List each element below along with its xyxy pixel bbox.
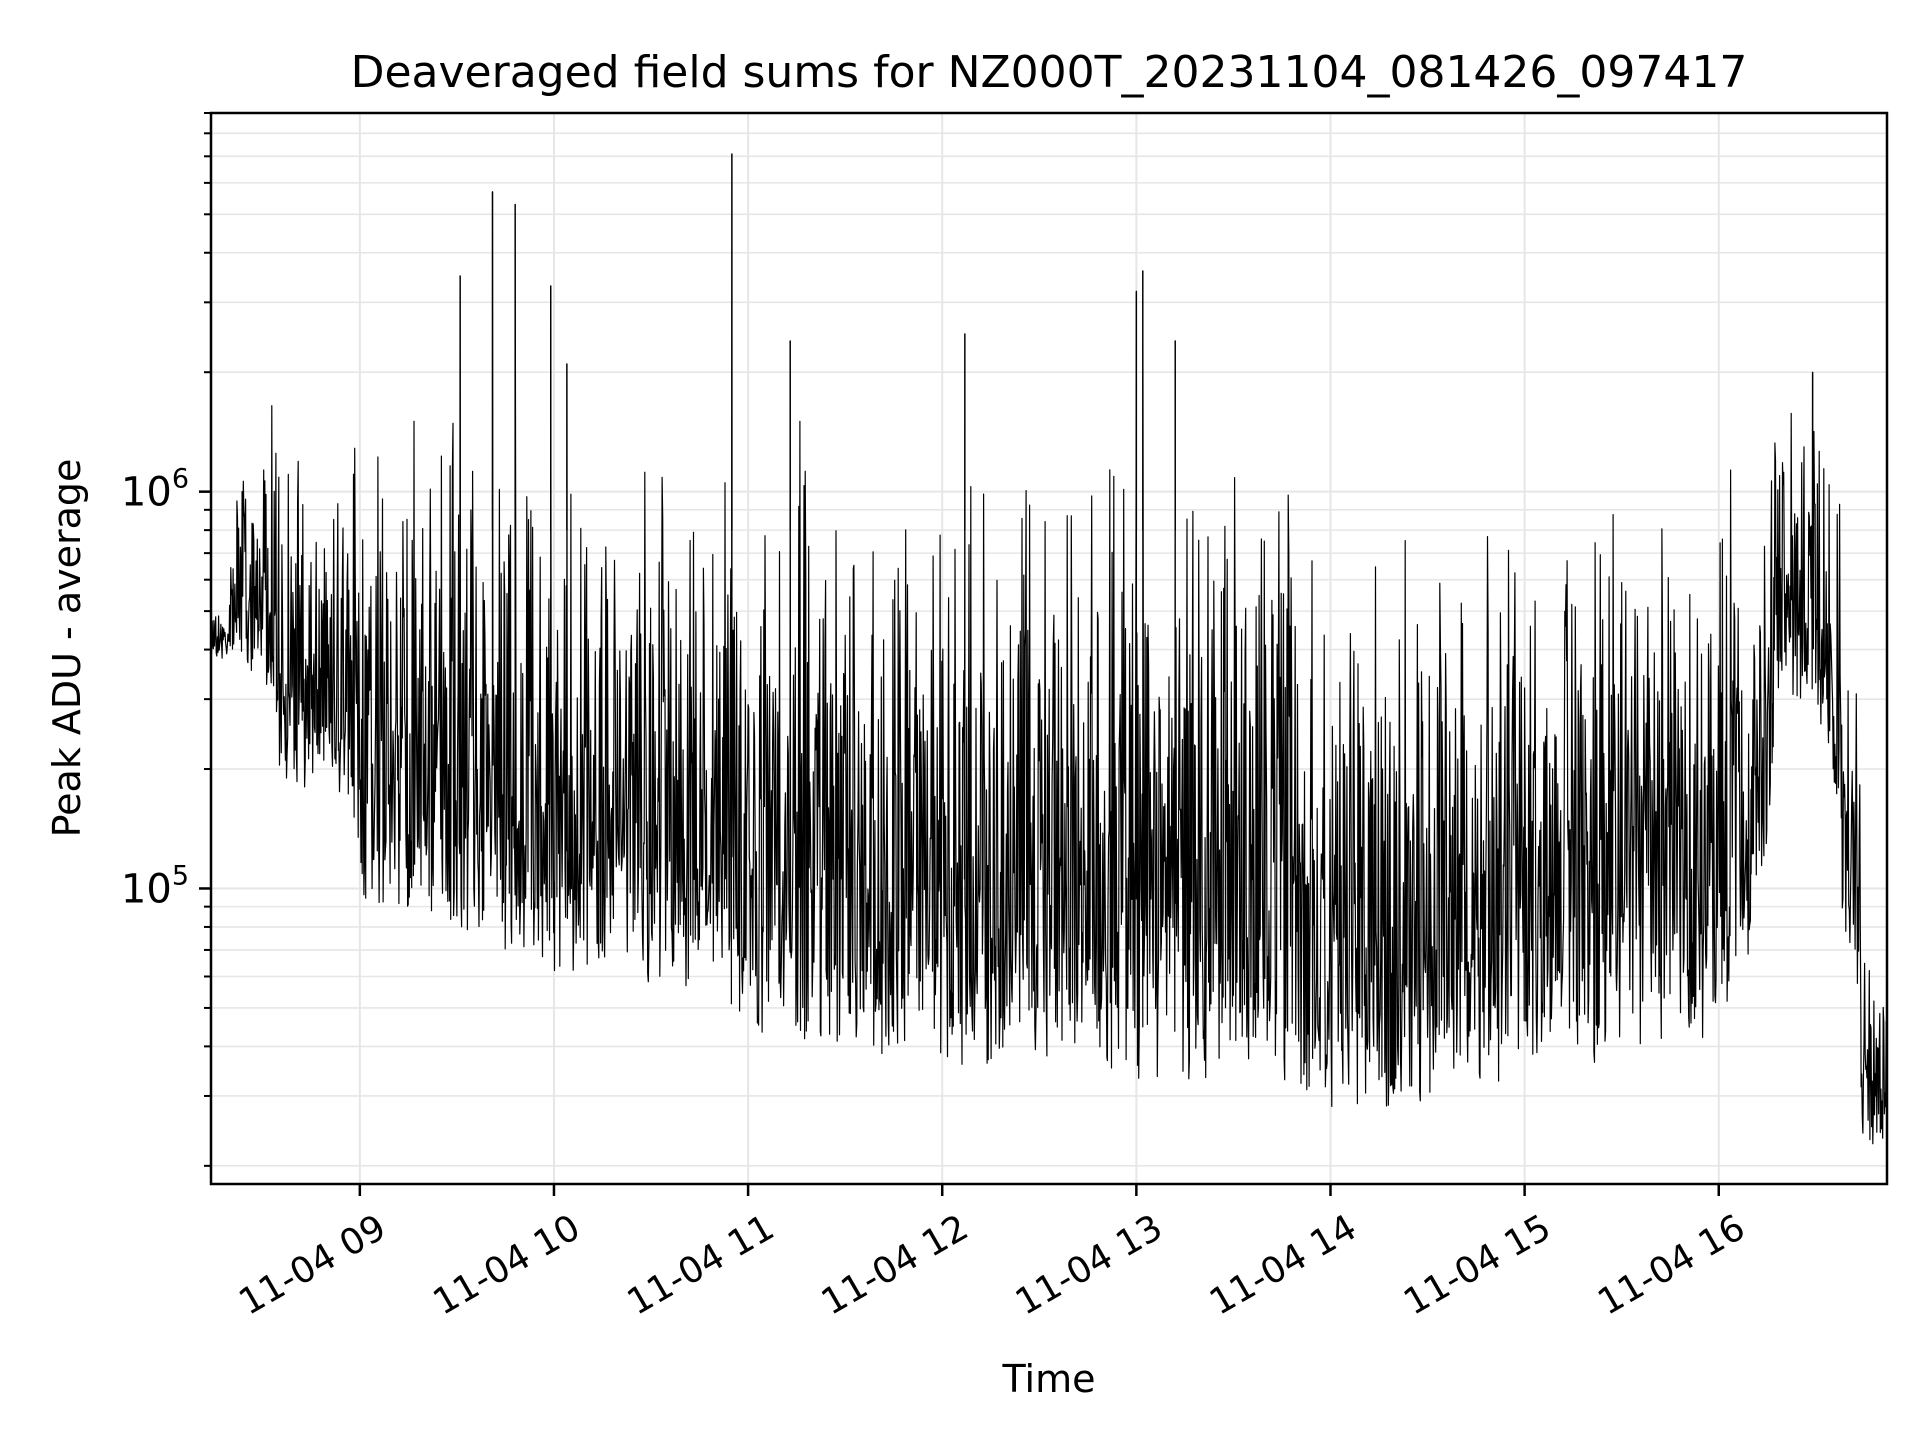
- y-ticks: 105 106: [121, 112, 211, 1167]
- data-series: [210, 153, 1888, 1145]
- y-axis-label: Peak ADU - average: [45, 459, 89, 838]
- x-axis-label: Time: [1002, 1357, 1096, 1401]
- series-line: [210, 153, 1888, 1145]
- y-tick-label: 106: [121, 464, 189, 516]
- y-tick-label: 105: [121, 860, 189, 912]
- plot-frame: [209, 111, 1889, 1186]
- chart-title: Deaveraged field sums for NZ000T_2023110…: [351, 47, 1748, 98]
